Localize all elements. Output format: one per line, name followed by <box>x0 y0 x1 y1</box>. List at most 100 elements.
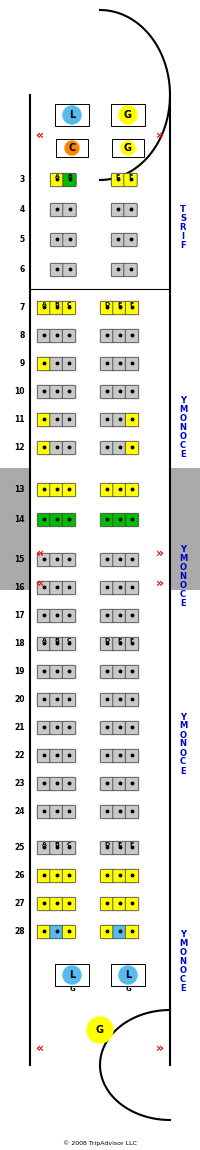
FancyBboxPatch shape <box>125 442 139 454</box>
Text: E: E <box>180 450 186 459</box>
FancyBboxPatch shape <box>62 869 76 883</box>
Text: Y: Y <box>180 396 186 405</box>
FancyBboxPatch shape <box>37 869 51 883</box>
Bar <box>111 104 145 126</box>
FancyBboxPatch shape <box>50 174 64 186</box>
FancyBboxPatch shape <box>113 513 126 527</box>
Text: I: I <box>182 232 184 242</box>
FancyBboxPatch shape <box>62 721 76 735</box>
Text: O: O <box>180 730 186 739</box>
FancyBboxPatch shape <box>125 553 139 567</box>
FancyBboxPatch shape <box>62 442 76 454</box>
FancyBboxPatch shape <box>50 842 63 854</box>
Text: B: B <box>54 302 59 307</box>
FancyBboxPatch shape <box>113 721 126 735</box>
FancyBboxPatch shape <box>125 513 139 527</box>
Text: N: N <box>180 572 186 581</box>
Text: T: T <box>180 205 186 214</box>
FancyBboxPatch shape <box>63 233 76 247</box>
FancyBboxPatch shape <box>125 721 139 735</box>
FancyBboxPatch shape <box>37 385 51 399</box>
FancyBboxPatch shape <box>100 610 114 622</box>
Text: 10: 10 <box>14 388 25 397</box>
Text: F: F <box>130 843 134 848</box>
Bar <box>112 139 144 158</box>
FancyBboxPatch shape <box>100 385 114 399</box>
FancyBboxPatch shape <box>62 610 76 622</box>
Bar <box>170 468 200 590</box>
FancyBboxPatch shape <box>50 721 63 735</box>
FancyBboxPatch shape <box>62 777 76 791</box>
Text: 7: 7 <box>20 304 25 313</box>
Text: N: N <box>180 423 186 432</box>
FancyBboxPatch shape <box>100 301 114 315</box>
FancyBboxPatch shape <box>100 358 114 370</box>
Text: © 2008 TripAdvisor LLC: © 2008 TripAdvisor LLC <box>63 1140 137 1145</box>
FancyBboxPatch shape <box>113 666 126 678</box>
FancyBboxPatch shape <box>50 750 63 762</box>
Text: A: A <box>42 638 46 644</box>
FancyBboxPatch shape <box>100 721 114 735</box>
FancyBboxPatch shape <box>50 926 63 938</box>
FancyBboxPatch shape <box>37 666 51 678</box>
FancyBboxPatch shape <box>37 483 51 497</box>
Text: 9: 9 <box>20 360 25 368</box>
Text: 25: 25 <box>15 843 25 852</box>
Text: G: G <box>125 986 131 992</box>
Text: E: E <box>180 767 186 775</box>
Text: A: A <box>55 175 59 179</box>
FancyBboxPatch shape <box>100 750 114 762</box>
Text: M: M <box>179 940 187 948</box>
FancyBboxPatch shape <box>50 329 63 343</box>
Text: O: O <box>180 749 186 758</box>
FancyBboxPatch shape <box>62 666 76 678</box>
Text: N: N <box>180 739 186 749</box>
Text: «: « <box>36 546 44 560</box>
FancyBboxPatch shape <box>50 693 63 707</box>
FancyBboxPatch shape <box>50 805 63 819</box>
FancyBboxPatch shape <box>50 869 63 883</box>
FancyBboxPatch shape <box>50 358 63 370</box>
Text: O: O <box>180 432 186 440</box>
FancyBboxPatch shape <box>50 897 63 911</box>
Text: F: F <box>128 175 133 179</box>
Text: C: C <box>67 843 71 848</box>
Text: O: O <box>180 948 186 957</box>
Text: 3: 3 <box>20 176 25 184</box>
Text: F: F <box>180 242 186 250</box>
Text: 26: 26 <box>14 872 25 881</box>
FancyBboxPatch shape <box>113 442 126 454</box>
Text: D: D <box>104 302 110 307</box>
FancyBboxPatch shape <box>62 329 76 343</box>
FancyBboxPatch shape <box>50 637 63 651</box>
FancyBboxPatch shape <box>100 897 114 911</box>
FancyBboxPatch shape <box>62 581 76 595</box>
FancyBboxPatch shape <box>50 233 64 247</box>
FancyBboxPatch shape <box>125 483 139 497</box>
Text: A: A <box>42 843 46 848</box>
Text: Y: Y <box>180 930 186 940</box>
FancyBboxPatch shape <box>63 204 76 216</box>
FancyBboxPatch shape <box>37 581 51 595</box>
Text: B: B <box>54 638 59 644</box>
Text: »: » <box>156 1042 164 1055</box>
Text: «: « <box>36 576 44 590</box>
Text: C: C <box>180 440 186 450</box>
FancyBboxPatch shape <box>62 805 76 819</box>
FancyBboxPatch shape <box>113 805 126 819</box>
Bar <box>55 964 89 986</box>
Text: L: L <box>69 969 75 980</box>
Text: D: D <box>104 638 110 644</box>
Circle shape <box>119 966 137 984</box>
FancyBboxPatch shape <box>125 637 139 651</box>
Text: Y: Y <box>180 545 186 554</box>
FancyBboxPatch shape <box>124 263 137 277</box>
Text: E: E <box>116 175 120 179</box>
FancyBboxPatch shape <box>125 926 139 938</box>
Text: M: M <box>179 405 187 414</box>
FancyBboxPatch shape <box>100 581 114 595</box>
Text: R: R <box>180 223 186 232</box>
Text: C: C <box>67 302 71 307</box>
Text: O: O <box>180 966 186 975</box>
FancyBboxPatch shape <box>50 513 63 527</box>
